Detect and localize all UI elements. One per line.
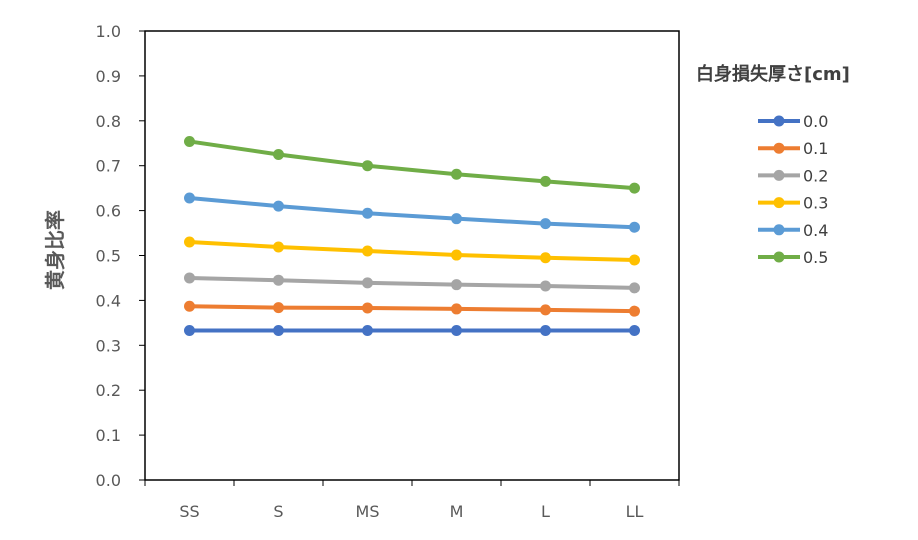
series-line [187,139,637,191]
legend-item: 0.0 [758,112,828,131]
data-point [451,303,462,315]
series-3 [184,236,640,266]
legend-swatch-marker [773,169,785,181]
data-point [184,300,195,312]
series-line [187,196,637,230]
x-tick-label: MS [356,502,380,521]
data-point [451,168,462,180]
y-axis-title: 黄身比率 [43,210,67,290]
legend-swatch-marker [773,224,785,236]
y-tick-label: 0.1 [96,426,121,445]
y-tick-label: 0.8 [96,112,121,131]
series-line [187,304,637,314]
data-point [184,192,195,204]
series-0 [184,324,640,336]
data-point [629,282,640,294]
data-point [540,280,551,292]
data-point [362,277,373,289]
data-point [184,272,195,284]
legend-item: 0.1 [758,139,828,158]
y-tick-label: 0.3 [96,336,121,355]
data-point [273,148,284,160]
y-tick-label: 0.0 [96,471,121,490]
data-point [184,236,195,248]
legend-item: 0.2 [758,166,828,185]
data-point [273,302,284,314]
legend-label: 0.5 [803,248,828,267]
y-tick-label: 1.0 [96,22,121,41]
data-point [184,324,195,336]
legend-label: 0.1 [803,139,828,158]
data-point [540,175,551,187]
series-5 [184,135,640,194]
data-point [362,160,373,172]
legend-label: 0.4 [803,221,828,240]
legend-item: 0.5 [758,248,828,267]
x-tick-label: SS [179,502,199,521]
data-point [273,324,284,336]
series-1 [184,300,640,317]
legend-swatch-marker [773,142,785,154]
legend-label: 0.2 [803,166,828,185]
x-axis-ticks: SS S MS M L LL [144,480,680,521]
data-point [629,254,640,266]
data-point [451,324,462,336]
plot-area [144,30,680,481]
x-tick-label: LL [626,502,644,521]
y-axis-ticks: 0.0 0.1 0.2 0.3 0.4 0.5 0.6 0.7 0.8 0.9 1.0 [96,22,145,490]
x-tick-label: L [541,502,550,521]
y-tick-label: 0.5 [96,247,121,266]
data-point [362,324,373,336]
x-tick-label: S [273,502,283,521]
legend: 0.0 0.1 0.2 0.3 0.4 0.5 [758,112,828,267]
data-point [629,324,640,336]
legend-label: 0.0 [803,112,828,131]
data-point [540,324,551,336]
series-4 [184,192,640,233]
data-point [540,218,551,230]
data-point [629,305,640,317]
series-line [187,275,637,290]
data-point [629,182,640,194]
data-point [362,207,373,219]
legend-label: 0.3 [803,194,828,213]
y-tick-label: 0.2 [96,381,121,400]
data-point [273,274,284,286]
y-tick-label: 0.6 [96,202,121,221]
series-layer [184,135,640,336]
x-tick-label: M [450,502,464,521]
data-point [451,249,462,261]
legend-swatch-marker [773,197,785,209]
y-tick-label: 0.9 [96,67,121,86]
series-line [187,240,637,262]
legend-swatch-marker [773,115,785,127]
data-point [273,241,284,253]
data-point [273,200,284,212]
data-point [629,221,640,233]
data-point [362,302,373,314]
data-point [362,245,373,257]
data-point [540,252,551,264]
y-tick-label: 0.7 [96,157,121,176]
legend-item: 0.4 [758,221,828,240]
legend-title: 白身損失厚さ[cm] [696,63,850,85]
legend-swatch-marker [773,251,785,263]
data-point [451,279,462,291]
data-point [184,135,195,147]
series-2 [184,272,640,294]
data-point [540,304,551,316]
y-tick-label: 0.4 [96,291,121,310]
legend-item: 0.3 [758,194,828,213]
data-point [451,213,462,225]
